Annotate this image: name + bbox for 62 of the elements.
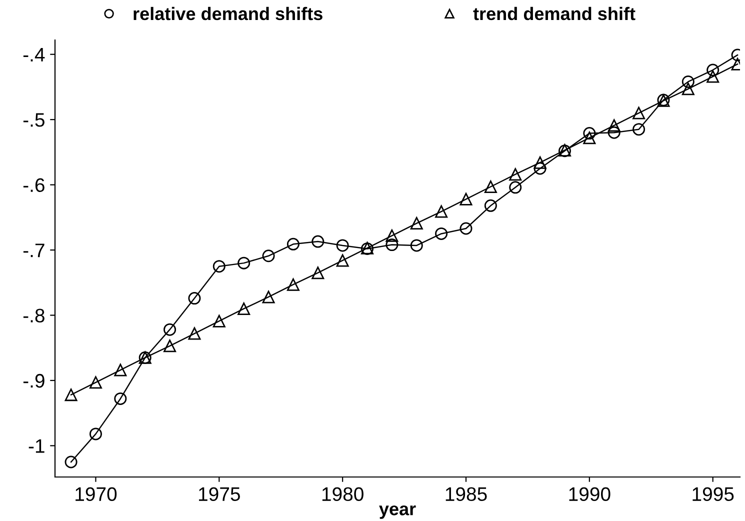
y-tick-label: -.5 (23, 113, 44, 127)
point (682, 82, 694, 96)
y-tick-label: -.4 (23, 48, 45, 62)
point (583, 132, 596, 144)
point (460, 222, 472, 235)
point (534, 162, 546, 175)
point (509, 181, 522, 194)
point (435, 205, 448, 218)
point (386, 229, 398, 242)
point (64, 456, 78, 468)
x-tick-label: 1995 (692, 487, 734, 502)
point (484, 180, 497, 194)
point (460, 192, 472, 206)
point (336, 239, 349, 252)
point (114, 392, 127, 405)
point (89, 376, 102, 389)
point (682, 75, 694, 88)
legend-label: trend demand shift (473, 6, 636, 20)
point (286, 278, 300, 291)
point (312, 266, 324, 280)
point (410, 239, 423, 252)
x-axis-title: year (379, 505, 416, 519)
point (262, 250, 275, 262)
point (312, 235, 324, 248)
y-tick-label: -.7 (23, 244, 44, 258)
point (212, 260, 226, 273)
point (706, 70, 720, 83)
point (238, 256, 250, 270)
point (608, 126, 620, 139)
x-tick-label: 1975 (199, 487, 240, 502)
point (212, 314, 226, 328)
x-tick-label: 1980 (322, 487, 364, 502)
x-tick-label: 1985 (446, 487, 487, 502)
point (336, 254, 349, 267)
point (164, 323, 176, 336)
x-tick-label: 1970 (76, 487, 117, 502)
point (583, 127, 596, 140)
point (188, 292, 201, 305)
y-tick-label: -.9 (23, 374, 44, 388)
point (164, 340, 176, 352)
point (608, 119, 620, 132)
point (188, 327, 201, 340)
point (534, 156, 546, 169)
point (238, 302, 250, 315)
point (386, 238, 398, 252)
y-tick-label: -.6 (23, 178, 44, 192)
point (435, 227, 448, 240)
point (286, 238, 300, 250)
legend-label: relative demand shifts (134, 6, 322, 20)
point (64, 388, 78, 402)
point (706, 64, 720, 76)
x-tick-label: 1990 (569, 487, 610, 502)
point (410, 217, 423, 230)
point (632, 106, 646, 120)
y-tick-label: -.8 (23, 308, 44, 322)
point (509, 168, 522, 181)
point (632, 123, 646, 136)
y-tick-label: -1 (28, 439, 44, 453)
point (89, 428, 102, 440)
point (262, 290, 275, 304)
point (484, 199, 497, 212)
point (114, 364, 127, 376)
